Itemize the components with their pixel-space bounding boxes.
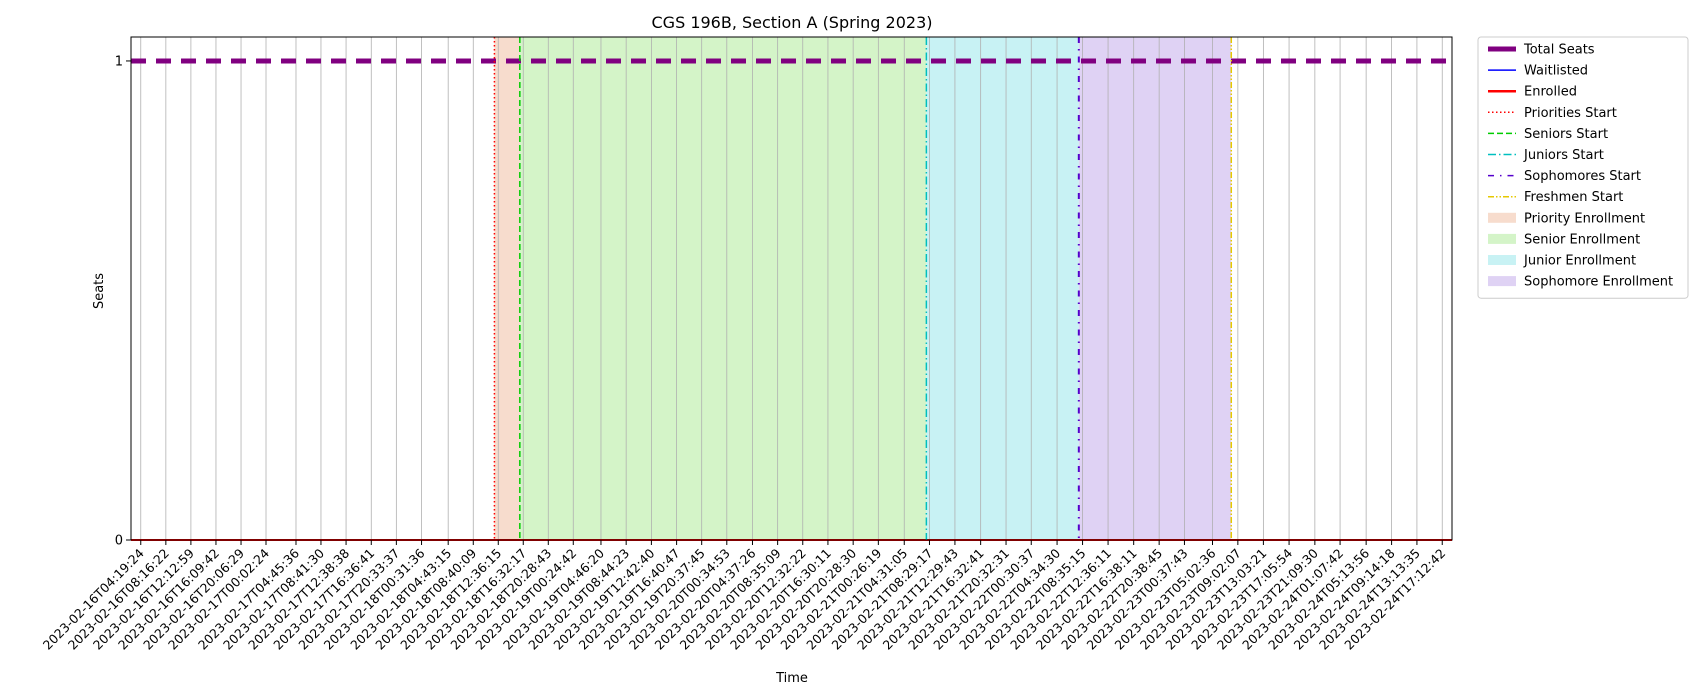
legend-item: Freshmen Start — [1488, 190, 1623, 205]
plot-frame — [130, 36, 1453, 541]
legend-item: Priorities Start — [1488, 106, 1617, 121]
phase-start-markers — [493, 37, 1233, 540]
legend-label: Junior Enrollment — [1523, 254, 1636, 269]
legend-item: Total Seats — [1488, 43, 1595, 58]
legend-item: Senior Enrollment — [1488, 232, 1640, 247]
legend-swatch — [1488, 233, 1516, 244]
legend-swatch — [1488, 212, 1516, 223]
legend: Total Seats Waitlisted Enrolled Priorities … — [1477, 36, 1689, 299]
legend-item: Junior Enrollment — [1488, 254, 1636, 269]
region-sophomore-enrollment — [1078, 37, 1232, 540]
legend-label: Freshmen Start — [1524, 190, 1623, 205]
chart-title: CGS 196B, Section A (Spring 2023) — [652, 13, 933, 32]
legend-item: Sophomores Start — [1488, 169, 1641, 184]
legend-label: Sophomore Enrollment — [1524, 275, 1673, 290]
y-tick-label: 1 — [115, 54, 123, 69]
legend-label: Sophomores Start — [1524, 169, 1641, 184]
y-axis-ticks: 01 — [115, 54, 131, 549]
legend-label: Waitlisted — [1524, 64, 1588, 79]
legend-label: Seniors Start — [1524, 127, 1608, 142]
legend-item: Enrolled — [1488, 85, 1577, 100]
legend-label: Priority Enrollment — [1524, 211, 1645, 226]
y-axis-label: Seats — [92, 273, 107, 309]
x-axis-label: Time — [775, 671, 808, 686]
region-junior-enrollment — [926, 37, 1079, 540]
legend-label: Priorities Start — [1524, 106, 1617, 121]
legend-item: Waitlisted — [1488, 64, 1588, 79]
legend-item: Juniors Start — [1488, 148, 1604, 163]
legend-item: Sophomore Enrollment — [1488, 275, 1673, 290]
legend-label: Juniors Start — [1523, 148, 1604, 163]
x-axis-ticks: 2023-02-16T04:19:242023-02-16T08:16:2220… — [40, 540, 1448, 653]
legend-item: Priority Enrollment — [1488, 211, 1645, 226]
region-senior-enrollment — [519, 37, 927, 540]
legend-item: Seniors Start — [1488, 127, 1608, 142]
legend-swatch — [1488, 255, 1516, 265]
legend-label: Senior Enrollment — [1524, 232, 1640, 247]
legend-box — [1477, 36, 1689, 299]
legend-label: Enrolled — [1524, 85, 1577, 100]
legend-label: Total Seats — [1523, 43, 1595, 58]
legend-swatch — [1488, 276, 1516, 287]
x-gridlines — [140, 37, 1443, 540]
enrollment-regions — [494, 37, 1232, 540]
y-tick-label: 0 — [115, 534, 123, 549]
